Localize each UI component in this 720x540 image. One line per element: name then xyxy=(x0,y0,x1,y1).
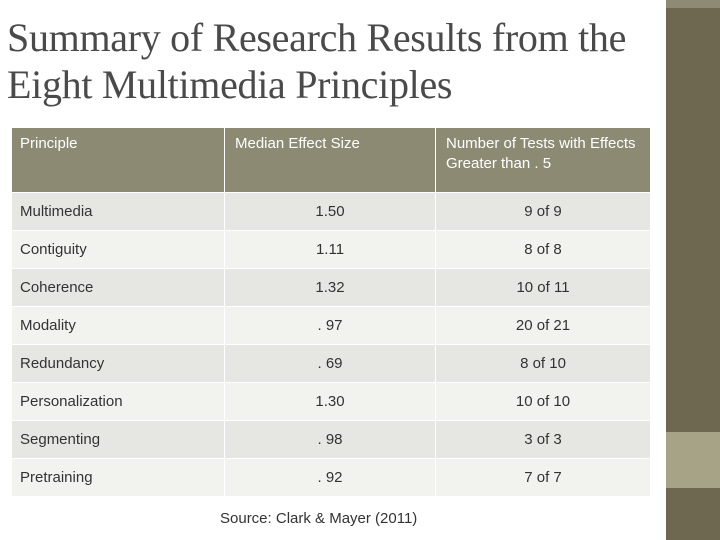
header-principle: Principle xyxy=(12,128,225,192)
principle-cell: Multimedia xyxy=(12,192,225,230)
decorative-sidebar xyxy=(666,0,720,540)
principle-cell: Personalization xyxy=(12,382,225,420)
principle-cell: Modality xyxy=(12,306,225,344)
principle-cell: Coherence xyxy=(12,268,225,306)
effect-size-cell: . 92 xyxy=(225,458,436,496)
table-row: Contiguity 1.11 8 of 8 xyxy=(12,230,650,268)
results-table: Principle Median Effect Size Number of T… xyxy=(12,128,650,496)
principle-cell: Segmenting xyxy=(12,420,225,458)
header-number-of-tests: Number of Tests with Effects Greater tha… xyxy=(436,128,650,192)
header-row: Principle Median Effect Size Number of T… xyxy=(12,128,650,192)
principle-cell: Redundancy xyxy=(12,344,225,382)
source-citation: Source: Clark & Mayer (2011) xyxy=(220,510,418,527)
effect-size-cell: . 98 xyxy=(225,420,436,458)
tests-cell: 10 of 11 xyxy=(436,268,650,306)
tests-cell: 10 of 10 xyxy=(436,382,650,420)
table-row: Pretraining . 92 7 of 7 xyxy=(12,458,650,496)
sidebar-top-accent xyxy=(666,0,720,8)
principle-cell: Pretraining xyxy=(12,458,225,496)
table-header: Principle Median Effect Size Number of T… xyxy=(12,128,650,192)
tests-cell: 7 of 7 xyxy=(436,458,650,496)
effect-size-cell: . 69 xyxy=(225,344,436,382)
effect-size-cell: 1.32 xyxy=(225,268,436,306)
tests-cell: 8 of 8 xyxy=(436,230,650,268)
tests-cell: 20 of 21 xyxy=(436,306,650,344)
table-row: Redundancy . 69 8 of 10 xyxy=(12,344,650,382)
table-row: Modality . 97 20 of 21 xyxy=(12,306,650,344)
tests-cell: 8 of 10 xyxy=(436,344,650,382)
effect-size-cell: 1.30 xyxy=(225,382,436,420)
table-row: Personalization 1.30 10 of 10 xyxy=(12,382,650,420)
table-row: Coherence 1.32 10 of 11 xyxy=(12,268,650,306)
tests-cell: 9 of 9 xyxy=(436,192,650,230)
table-row: Multimedia 1.50 9 of 9 xyxy=(12,192,650,230)
effect-size-cell: 1.50 xyxy=(225,192,436,230)
tests-cell: 3 of 3 xyxy=(436,420,650,458)
table-body: Multimedia 1.50 9 of 9 Contiguity 1.11 8… xyxy=(12,192,650,496)
effect-size-cell: 1.11 xyxy=(225,230,436,268)
table-row: Segmenting . 98 3 of 3 xyxy=(12,420,650,458)
header-median-effect-size: Median Effect Size xyxy=(225,128,436,192)
slide-title: Summary of Research Results from the Eig… xyxy=(7,15,627,107)
sidebar-accent-block xyxy=(666,432,720,488)
effect-size-cell: . 97 xyxy=(225,306,436,344)
principle-cell: Contiguity xyxy=(12,230,225,268)
